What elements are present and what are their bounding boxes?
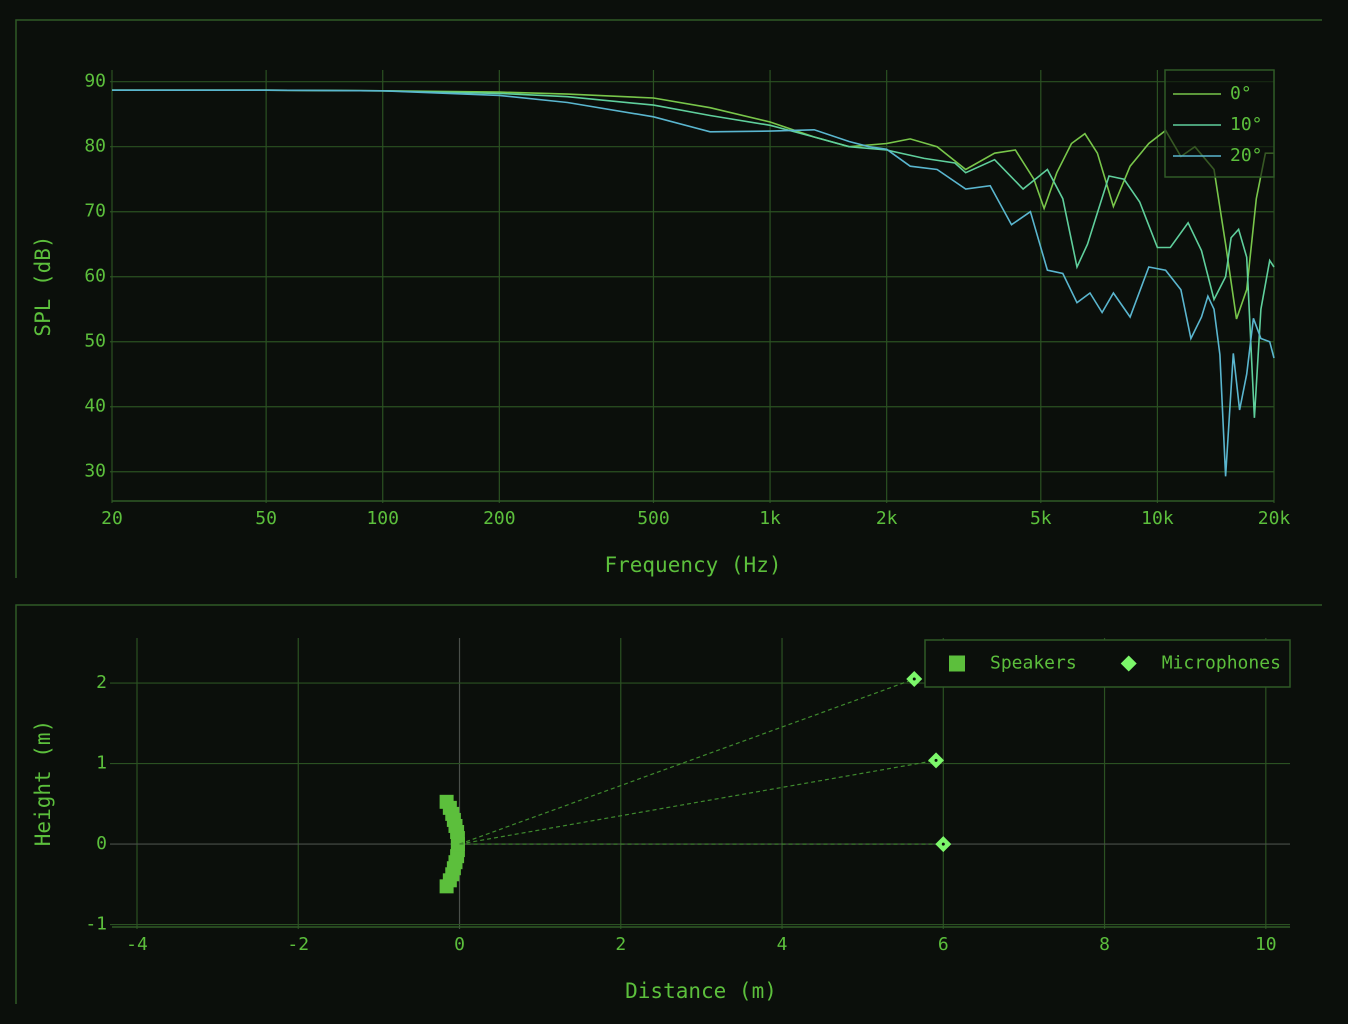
microphone-center [912,677,916,681]
y-axis-title: Height (m) [31,720,55,846]
legend-swatch [1120,655,1137,672]
legend-box [1164,69,1275,178]
speaker [439,794,454,809]
y-tick-label: 30 [84,461,106,482]
microphone [935,836,952,853]
y-axis-title: SPL (dB) [31,235,55,336]
legend-label: 20° [1230,145,1263,166]
y-tick-label: 1 [96,753,107,774]
y-tick-label: 40 [84,396,106,417]
line-series [112,89,1275,477]
x-axis-title: Frequency (Hz) [604,553,781,577]
y-tick-label: -1 [85,914,107,935]
y-tick-label: 70 [84,201,106,222]
x-tick-label: 50 [255,508,277,529]
microphone [906,671,923,688]
panel-border [15,604,1322,1004]
x-tick-label: 20k [1258,508,1291,529]
y-tick-label: 90 [84,71,106,92]
x-tick-label: 0 [454,934,465,955]
y-tick-label: 50 [84,331,106,352]
x-tick-label: 20 [101,508,123,529]
microphone-center [934,758,938,762]
legend-label: Speakers [990,653,1077,674]
legend-swatch [949,655,965,672]
x-tick-label: -4 [126,934,148,955]
legend-box [924,639,1291,688]
legend-label: 10° [1230,114,1263,135]
y-tick-label: 80 [84,136,106,157]
panel-border [15,19,1322,578]
x-tick-label: 10 [1255,934,1277,955]
x-tick-label: 100 [366,508,399,529]
x-tick-label: 2k [876,508,898,529]
x-tick-label: 2 [615,934,626,955]
x-tick-label: 500 [637,508,670,529]
ray [459,759,937,845]
x-tick-label: 5k [1030,508,1052,529]
ray [459,678,915,845]
legend-label: Microphones [1162,653,1281,674]
y-tick-label: 0 [96,833,107,854]
line-series [112,89,1274,320]
x-tick-label: 6 [938,934,949,955]
legend-label: 0° [1230,83,1252,104]
x-tick-label: 1k [759,508,781,529]
x-tick-label: 200 [483,508,516,529]
y-tick-label: 60 [84,266,106,287]
x-tick-label: 10k [1141,508,1174,529]
line-series [112,89,1275,418]
y-tick-label: 2 [96,672,107,693]
x-tick-label: 4 [777,934,788,955]
microphone [928,752,945,769]
x-tick-label: 8 [1099,934,1110,955]
x-axis-title: Distance (m) [625,979,777,1003]
x-tick-label: -2 [287,934,309,955]
microphone-center [941,842,945,846]
